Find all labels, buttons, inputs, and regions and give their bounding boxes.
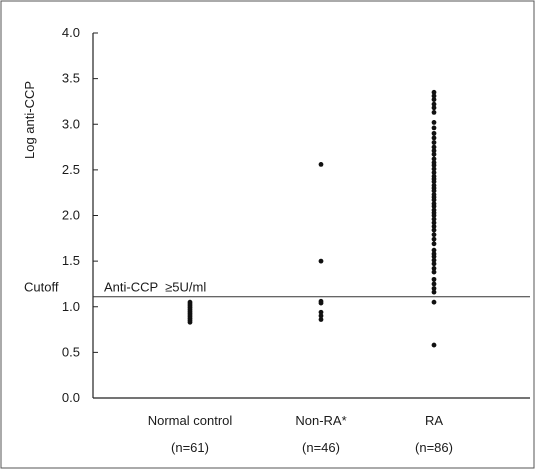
x-category-label: Non-RA* xyxy=(295,413,346,428)
data-point xyxy=(431,220,437,226)
data-point xyxy=(431,140,437,145)
data-point xyxy=(318,162,324,167)
data-point xyxy=(431,269,437,275)
data-point xyxy=(431,101,437,107)
data-point xyxy=(431,299,437,305)
data-point xyxy=(431,197,437,203)
data-point xyxy=(431,203,437,209)
y-tick-label: 4.0 xyxy=(62,25,80,40)
data-points-group xyxy=(187,89,437,348)
x-category-group: Normal control (n=61) Non-RA* (n=46) RA (n=86… xyxy=(148,413,453,455)
data-point xyxy=(318,317,324,322)
data-point xyxy=(431,170,437,176)
data-point xyxy=(431,130,437,136)
data-point xyxy=(431,125,437,131)
y-tick-label: 0.5 xyxy=(62,344,80,359)
data-point xyxy=(431,227,437,233)
y-tick-group: 0.0 0.5 1.0 1.5 2.0 2.5 3.0 3.5 4.0 xyxy=(62,25,98,405)
data-point xyxy=(431,179,437,185)
data-point xyxy=(431,286,437,291)
y-tick-label: 2.5 xyxy=(62,162,80,177)
data-point xyxy=(431,342,437,348)
y-axis-label: Log anti-CCP xyxy=(22,81,37,159)
data-point xyxy=(431,247,437,253)
data-point xyxy=(431,254,437,259)
data-point xyxy=(431,162,437,168)
y-tick-label: 0.0 xyxy=(62,390,80,405)
data-point xyxy=(318,258,324,264)
data-point xyxy=(431,89,437,95)
data-point xyxy=(431,257,437,263)
y-tick-label: 3.5 xyxy=(62,71,80,86)
data-point xyxy=(431,276,437,282)
data-point xyxy=(431,166,437,172)
data-point xyxy=(318,309,324,315)
data-point xyxy=(431,135,437,141)
data-point xyxy=(318,313,324,319)
data-point xyxy=(431,120,437,125)
data-point xyxy=(431,232,437,238)
data-point xyxy=(318,300,324,306)
x-category-count: (n=86) xyxy=(415,440,453,455)
y-tick-label: 1.0 xyxy=(62,299,80,314)
x-category-count: (n=61) xyxy=(171,440,209,455)
y-tick-label: 2.0 xyxy=(62,208,80,223)
data-point xyxy=(431,241,437,247)
cutoff-threshold-text: Anti-CCP ≥5U/ml xyxy=(104,280,206,295)
data-point xyxy=(431,236,437,242)
data-point xyxy=(431,105,437,111)
data-point xyxy=(431,93,437,99)
x-category-count: (n=46) xyxy=(302,440,340,455)
data-point xyxy=(431,97,437,103)
data-point xyxy=(431,213,437,218)
data-point xyxy=(431,148,437,154)
x-category-label: RA xyxy=(425,413,443,428)
data-point xyxy=(431,216,437,222)
data-point xyxy=(431,144,437,150)
data-point xyxy=(431,289,437,295)
data-point xyxy=(431,224,437,229)
data-point xyxy=(187,319,193,325)
x-category-label: Normal control xyxy=(148,413,233,428)
data-point xyxy=(431,188,437,194)
data-point xyxy=(431,261,437,267)
y-tick-label: 3.0 xyxy=(62,116,80,131)
data-point xyxy=(431,151,437,157)
data-point xyxy=(431,109,437,115)
data-point xyxy=(431,156,437,162)
cutoff-label: Cutoff xyxy=(24,280,59,295)
y-tick-label: 1.5 xyxy=(62,253,80,268)
data-point xyxy=(431,266,437,271)
data-point xyxy=(431,281,437,287)
